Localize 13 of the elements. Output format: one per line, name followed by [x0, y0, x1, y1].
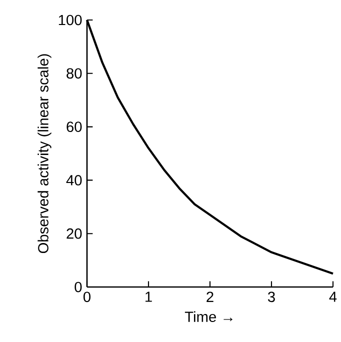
y-tick-label: 100	[58, 14, 82, 26]
y-tick-label: 80	[66, 68, 82, 79]
x-tick-label: 3	[268, 292, 275, 302]
y-tick-label: 40	[66, 175, 82, 186]
x-tick-label: 0	[83, 292, 90, 302]
y-tick-label: 0	[74, 282, 82, 292]
x-tick-label: 2	[206, 292, 214, 302]
x-tick-label: 4	[329, 292, 337, 302]
x-tick-label: 1	[146, 292, 152, 302]
y-tick-label: 20	[66, 228, 82, 239]
x-axis-title: Time →	[184, 311, 232, 322]
y-axis-title: Observed activity (linear scale)	[38, 54, 52, 254]
y-tick-label: 60	[66, 122, 82, 132]
